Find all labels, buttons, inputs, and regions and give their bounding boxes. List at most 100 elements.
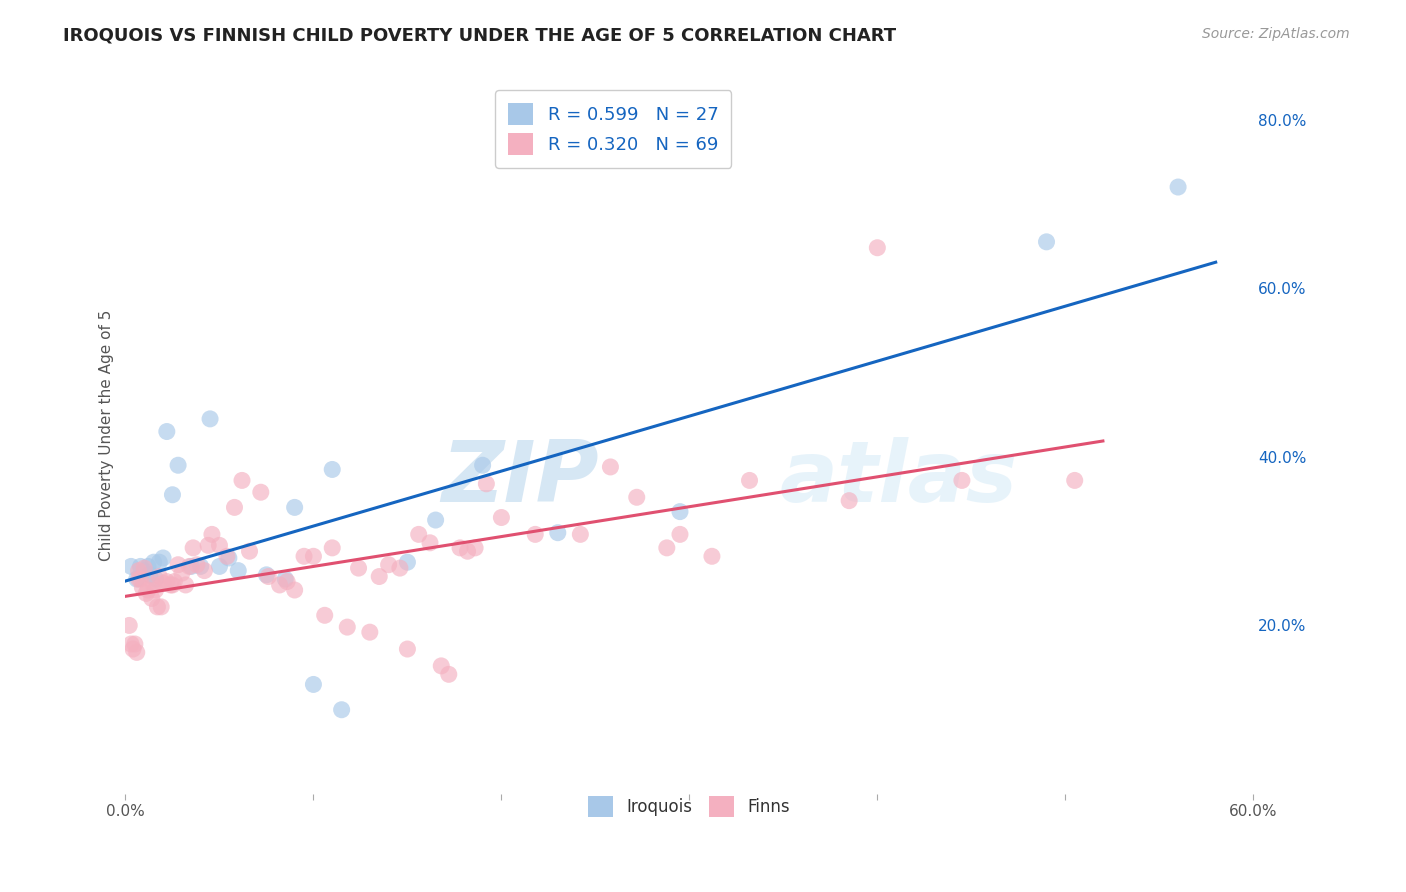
Point: [284, 500, 307, 515]
Point: [208, 559, 231, 574]
Point: [669, 505, 692, 519]
Point: [437, 667, 460, 681]
Point: [128, 564, 150, 578]
Point: [276, 574, 298, 589]
Point: [136, 582, 159, 597]
Point: [129, 559, 152, 574]
Point: [302, 677, 325, 691]
Point: [152, 576, 174, 591]
Point: [150, 599, 173, 614]
Point: [186, 558, 208, 572]
Point: [162, 488, 184, 502]
Point: [700, 549, 723, 564]
Point: [146, 599, 169, 614]
Point: [148, 569, 170, 583]
Point: [145, 572, 167, 586]
Point: [1035, 235, 1057, 249]
Point: [396, 555, 419, 569]
Point: [1063, 474, 1085, 488]
Point: [491, 510, 513, 524]
Point: [408, 527, 430, 541]
Point: [655, 541, 678, 555]
Point: [249, 485, 271, 500]
Point: [256, 567, 278, 582]
Point: [321, 462, 343, 476]
Point: [419, 536, 441, 550]
Point: [1167, 180, 1189, 194]
Point: [198, 412, 221, 426]
Point: [314, 608, 336, 623]
Point: [284, 582, 307, 597]
Point: [449, 541, 471, 555]
Point: [347, 561, 370, 575]
Point: [148, 555, 170, 569]
Point: [359, 625, 381, 640]
Point: [377, 558, 399, 572]
Point: [163, 574, 186, 589]
Point: [142, 578, 165, 592]
Point: [152, 551, 174, 566]
Point: [226, 564, 249, 578]
Point: [330, 703, 353, 717]
Point: [124, 637, 146, 651]
Point: [336, 620, 359, 634]
Point: [396, 642, 419, 657]
Y-axis label: Child Poverty Under the Age of 5: Child Poverty Under the Age of 5: [100, 310, 114, 561]
Point: [129, 572, 152, 586]
Point: [292, 549, 315, 564]
Point: [430, 659, 453, 673]
Point: [524, 527, 547, 541]
Point: [118, 618, 141, 632]
Point: [224, 500, 246, 515]
Point: [159, 578, 181, 592]
Point: [950, 474, 973, 488]
Text: IROQUOIS VS FINNISH CHILD POVERTY UNDER THE AGE OF 5 CORRELATION CHART: IROQUOIS VS FINNISH CHILD POVERTY UNDER …: [63, 27, 897, 45]
Point: [120, 559, 142, 574]
Point: [475, 476, 498, 491]
Point: [136, 559, 159, 574]
Point: [135, 586, 157, 600]
Text: Source: ZipAtlas.com: Source: ZipAtlas.com: [1202, 27, 1350, 41]
Point: [215, 549, 238, 564]
Point: [738, 474, 761, 488]
Point: [139, 567, 162, 582]
Point: [238, 544, 260, 558]
Point: [388, 561, 411, 575]
Point: [471, 458, 494, 473]
Point: [269, 578, 291, 592]
Point: [257, 569, 280, 583]
Point: [156, 574, 179, 589]
Point: [134, 564, 156, 578]
Point: [669, 527, 692, 541]
Point: [174, 578, 197, 592]
Point: [368, 569, 391, 583]
Point: [141, 591, 163, 606]
Text: ZIP: ZIP: [441, 437, 599, 520]
Point: [180, 559, 202, 574]
Point: [231, 474, 253, 488]
Point: [547, 525, 569, 540]
Point: [425, 513, 447, 527]
Point: [122, 642, 145, 657]
Point: [162, 578, 184, 592]
Point: [179, 559, 201, 574]
Point: [197, 538, 219, 552]
Point: [599, 459, 621, 474]
Point: [170, 566, 193, 581]
Point: [321, 541, 343, 555]
Point: [838, 493, 860, 508]
Point: [193, 564, 215, 578]
Point: [464, 541, 486, 555]
Point: [120, 637, 142, 651]
Point: [134, 561, 156, 575]
Point: [866, 241, 889, 255]
Point: [569, 527, 592, 541]
Point: [167, 558, 190, 572]
Point: [302, 549, 325, 564]
Point: [208, 538, 231, 552]
Point: [125, 645, 148, 659]
Point: [142, 555, 165, 569]
Point: [457, 544, 479, 558]
Text: atlas: atlas: [779, 437, 1018, 520]
Point: [131, 581, 153, 595]
